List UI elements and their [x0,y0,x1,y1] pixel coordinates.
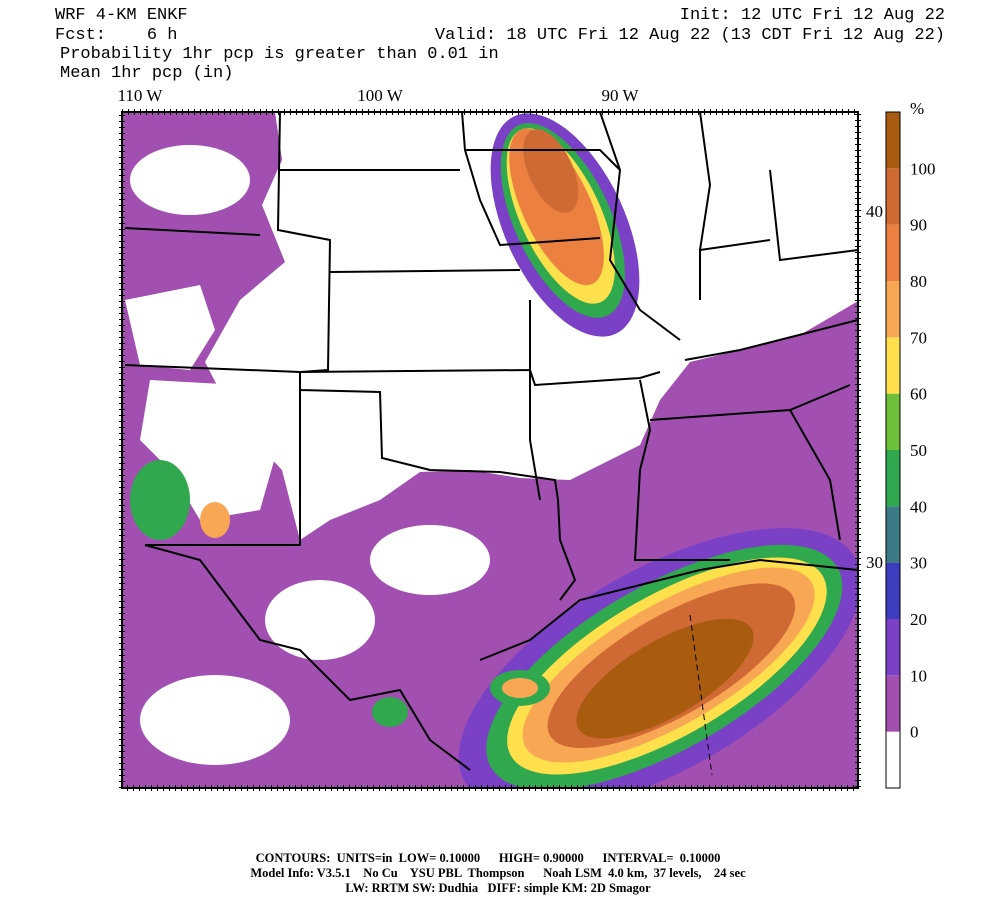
colorbar-frame [885,111,901,789]
forecast-hour: Fcst: 6 h [55,26,177,45]
colorbar-label: 60 [910,385,927,404]
colorbar-band [886,168,900,225]
precip-band [458,528,858,788]
colorbar-unit: % [910,99,924,118]
colorbar-band [886,506,900,563]
colorbar-band [886,562,900,619]
precip-cell [372,697,408,727]
colorbar-band [886,619,900,676]
colorbar-band [886,393,900,450]
no-precip-area [130,145,250,215]
colorbar-label: 0 [910,723,919,742]
no-precip-area [140,675,290,765]
model-title: WRF 4-KM ENKF [55,6,188,25]
lon-label: 90 W [602,86,640,105]
colorbar-label: 20 [910,610,927,629]
colorbar-label: 10 [910,666,927,685]
colorbar-band [886,731,900,788]
colorbar-label: 90 [910,216,927,235]
no-precip-area [125,285,215,370]
county-line [689,614,713,776]
colorbar-label: 70 [910,328,927,347]
precip-cell [200,502,230,538]
no-precip-area [370,525,490,595]
state-border [124,112,858,771]
colorbar-band [886,112,900,169]
colorbar-band [886,675,900,732]
field-title: Probability 1hr pcp is greater than 0.01… [60,45,499,64]
valid-time: Valid: 18 UTC Fri 12 Aug 22 (13 CDT Fri … [435,26,945,45]
lon-label: 110 W [118,86,164,105]
colorbar-label: 80 [910,272,927,291]
precip-cell [130,460,190,540]
no-precip-area [140,380,280,520]
precip-cell [502,678,538,698]
no-precip-area [265,580,375,660]
footer-line: Model Info: V3.5.1 No Cu YSU PBL Thompso… [250,866,746,880]
colorbar-label: 40 [910,497,927,516]
colorbar-band [886,450,900,507]
colorbar-band [886,337,900,394]
colorbar-label: 50 [910,441,927,460]
footer-line: LW: RRTM SW: Dudhia DIFF: simple KM: 2D … [345,881,651,895]
no-precip-area [205,112,858,540]
colorbar-label: 100 [910,159,936,178]
colorbar-band [886,281,900,338]
lon-label: 100 W [357,86,403,105]
colorbar-label: 30 [910,554,927,573]
colorbar: % 0 10 20 30 40 50 60 70 80 90 100 [885,99,936,789]
precip-band [490,113,640,337]
field-title: Mean 1hr pcp (in) [60,64,233,83]
map-frame-ticks [119,109,861,791]
colorbar-band [886,224,900,281]
init-time: Init: 12 UTC Fri 12 Aug 22 [680,6,945,25]
map [122,112,858,788]
footer-line: CONTOURS: UNITS=in LOW= 0.10000 HIGH= 0.… [256,851,721,865]
